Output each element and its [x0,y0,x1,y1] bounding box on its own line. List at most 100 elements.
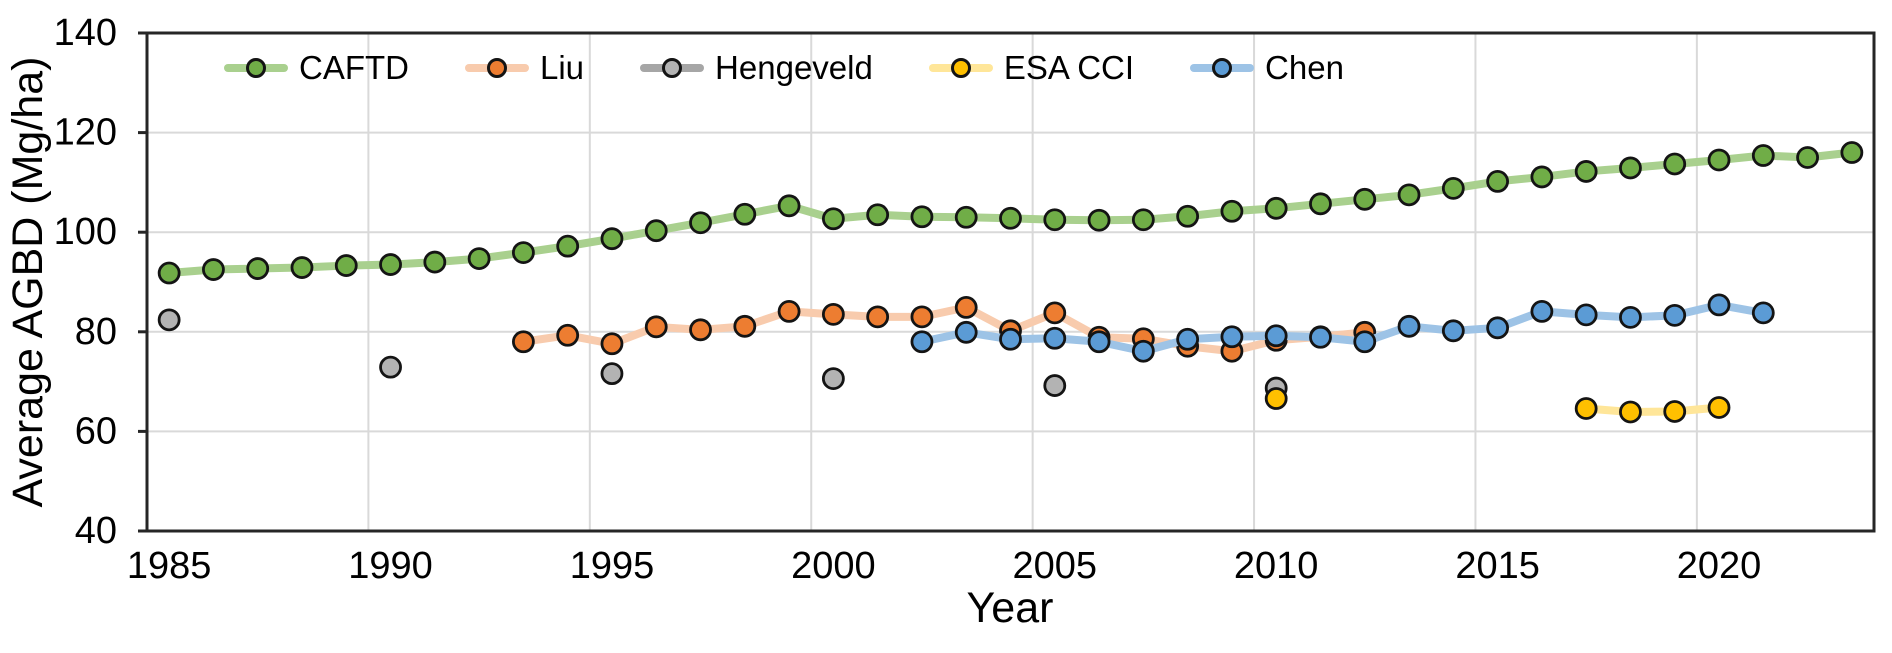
marker-chen [1264,324,1288,348]
marker-caftd [1751,144,1775,167]
x-tick-label: 1985 [127,545,212,587]
marker-caftd [556,234,580,258]
legend-sample [928,57,993,79]
legend-label: ESA CCI [1003,49,1135,86]
marker-caftd [1043,208,1067,232]
marker-chen [1707,293,1731,317]
marker-liu [910,305,934,329]
marker-caftd [423,250,447,274]
marker-caftd [1530,165,1554,189]
marker-caftd [290,256,314,279]
x-tick-label: 2000 [791,545,876,587]
marker-esa-cci [1264,387,1288,410]
legend-sample [224,57,288,79]
marker-caftd [1486,170,1510,193]
marker-caftd [733,202,757,226]
marker-caftd [1131,208,1155,232]
marker-esa-cci [1619,400,1642,424]
marker-caftd [1397,183,1421,207]
marker-liu [600,332,624,356]
marker-caftd [600,227,624,251]
marker-chen [954,320,978,344]
marker-liu [689,318,712,342]
legend-sample [465,57,529,79]
series-line-esa-cci [1582,403,1724,416]
marker-chen [1486,316,1510,340]
legend-label: Chen [1265,49,1344,86]
marker-caftd [954,205,978,229]
marker-chen [1441,319,1465,343]
marker-hengeveld [1043,374,1067,397]
marker-caftd [1176,204,1200,228]
legend-label: CAFTD [299,49,409,86]
legend-sample [1190,57,1255,79]
marker-caftd [1619,156,1642,180]
marker-caftd [1840,141,1864,164]
marker-liu [1043,301,1067,325]
legend-item-esa-cci: ESA CCI [928,49,1135,87]
marker-caftd [157,261,181,285]
marker-caftd [1441,176,1465,200]
marker-caftd [866,203,890,227]
marker-chen [1574,303,1598,327]
legend-item-caftd: CAFTD [224,49,409,87]
x-tick-label: 1990 [348,545,433,587]
y-tick-label: 120 [54,112,117,154]
marker-caftd [1309,192,1332,216]
legend-sample [640,57,705,79]
marker-chen [1309,325,1332,349]
legend-item-liu: Liu [465,49,584,87]
marker-chen [1530,299,1554,323]
marker-caftd [1087,208,1111,232]
marker-caftd [334,254,358,277]
marker-dot-icon [246,58,266,78]
marker-liu [866,305,890,329]
marker-caftd [821,207,845,231]
x-axis-title: Year [966,584,1054,632]
legend-label: Hengeveld [715,49,873,86]
marker-caftd [910,205,934,229]
x-tick-label: 2015 [1455,545,1540,587]
x-tick-label: 2010 [1234,545,1319,587]
marker-dot-icon [1212,58,1233,78]
marker-hengeveld [157,308,181,332]
marker-caftd [246,257,270,280]
marker-dot-icon [662,58,683,78]
marker-hengeveld [379,355,402,379]
marker-caftd [379,253,402,276]
legend-label: Liu [540,49,585,86]
x-tick-label: 1995 [570,545,655,587]
y-axis-title: Average AGBD (Mg/ha) [4,56,52,508]
marker-chen [1353,330,1377,354]
marker-chen [999,327,1022,351]
marker-caftd [1220,199,1244,223]
marker-caftd [511,241,535,265]
marker-chen [1397,314,1421,338]
marker-liu [511,330,535,354]
marker-caftd [1574,160,1598,183]
marker-chen [1751,301,1775,325]
marker-caftd [1707,148,1731,172]
marker-esa-cci [1663,400,1687,423]
plot-border [145,31,1876,533]
marker-hengeveld [600,362,624,386]
legend-item-hengeveld: Hengeveld [640,49,873,87]
marker-caftd [1353,187,1377,211]
legend-item-chen: Chen [1190,49,1344,87]
marker-caftd [689,211,712,235]
marker-liu [733,314,757,338]
marker-chen [1131,339,1155,363]
marker-liu [777,299,801,323]
y-tick-label: 60 [75,410,117,452]
legend: CAFTD Liu Hengeveld ESA CCI Chen [224,48,1344,88]
y-tick-label: 40 [75,510,117,552]
marker-chen [1619,305,1642,329]
marker-chen [1176,327,1200,351]
marker-chen [1663,303,1687,327]
y-tick-label: 140 [54,12,117,54]
marker-dot-icon [487,58,507,78]
marker-chen [1043,326,1067,350]
marker-caftd [1663,152,1687,176]
marker-caftd [777,194,801,218]
